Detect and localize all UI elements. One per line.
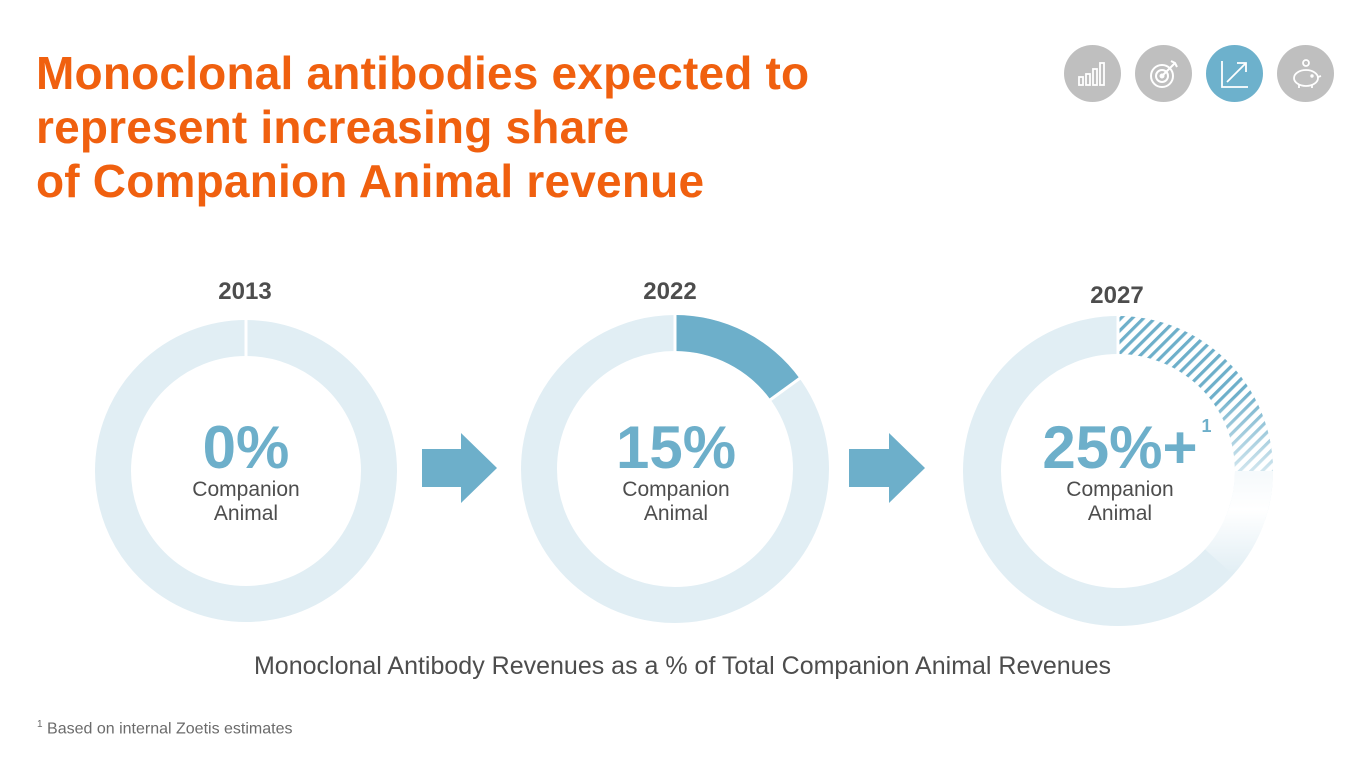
- year-label-2013: 2013: [218, 278, 272, 305]
- donut-2013: [95, 319, 397, 622]
- footnote-marker: 1: [37, 719, 43, 730]
- chart-caption: Monoclonal Antibody Revenues as a % of T…: [253, 652, 1111, 680]
- donut-2027: [963, 315, 1273, 626]
- footnote: 1 Based on internal Zoetis estimates: [37, 719, 292, 738]
- section-nav: [1064, 45, 1334, 102]
- target-icon[interactable]: [1135, 45, 1192, 102]
- donut-segment: [675, 315, 800, 400]
- bar-chart-icon[interactable]: [1064, 45, 1121, 102]
- footnote-text: Based on internal Zoetis estimates: [47, 720, 293, 738]
- title-line-3: of Companion Animal revenue: [36, 155, 705, 207]
- title-line-2: represent increasing share: [36, 101, 630, 153]
- segment-label: Animal: [1087, 502, 1153, 525]
- percent-label: 15%: [615, 414, 737, 481]
- year-label-2022: 2022: [643, 278, 697, 305]
- donut-center-2022: 15% Companion Animal: [616, 418, 736, 526]
- donut-fade: [1204, 388, 1273, 575]
- segment-label: Animal: [643, 502, 709, 525]
- segment-label: Animal: [213, 502, 279, 525]
- year-label-2027: 2027: [1090, 282, 1144, 309]
- percent-label: 0%: [202, 414, 290, 481]
- page-title: Monoclonal antibodies expected to repres…: [36, 46, 809, 208]
- segment-label: Companion: [192, 478, 300, 501]
- title-line-1: Monoclonal antibodies expected to: [36, 47, 810, 99]
- percent-label: 25%+: [1042, 414, 1198, 481]
- growth-arrow-icon[interactable]: [1206, 45, 1263, 102]
- piggy-bank-icon[interactable]: [1277, 45, 1334, 102]
- segment-label: Companion: [622, 478, 730, 501]
- segment-label: Companion: [1066, 478, 1174, 501]
- footnote-marker: 1: [1201, 416, 1212, 436]
- donut-center-2013: 0% Companion Animal: [192, 418, 299, 526]
- donut-separator: [768, 376, 802, 402]
- donut-2022: [521, 314, 829, 623]
- donut-center-2027: 25%+ 1 Companion Animal: [1042, 414, 1211, 526]
- arrow-right-icon: [849, 433, 925, 503]
- arrow-right-icon: [422, 433, 497, 503]
